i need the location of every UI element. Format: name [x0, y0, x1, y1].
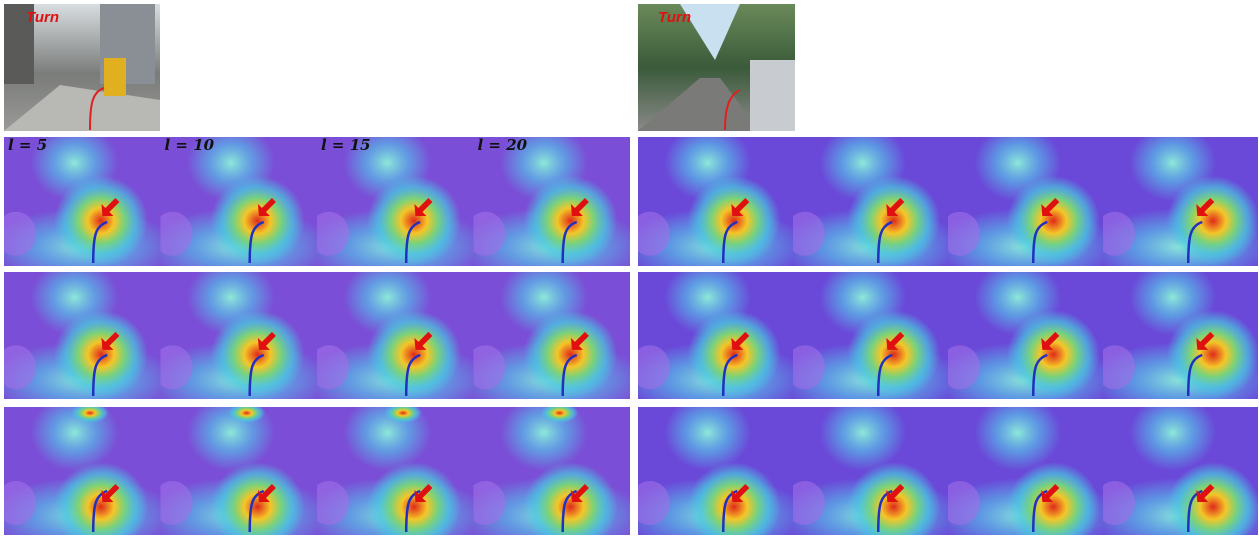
- heat-blob: [524, 310, 618, 399]
- heat-blob: [541, 403, 579, 423]
- heat-blob: [688, 176, 781, 266]
- turn-label: Turn: [658, 9, 691, 26]
- heatmap-tile: [778, 394, 964, 536]
- layer-label: l = 20: [478, 136, 528, 154]
- left-photo: Turn: [4, 4, 160, 131]
- cool-blob: [664, 394, 751, 471]
- heat-blob: [1007, 310, 1100, 399]
- cool-blob: [187, 394, 275, 471]
- heatmap-tile: [145, 394, 333, 536]
- heatmap-tile: [0, 259, 176, 418]
- turn-label: Turn: [26, 9, 59, 26]
- heat-blob: [367, 310, 461, 399]
- heat-blob: [211, 176, 305, 266]
- heat-blob: [847, 176, 940, 266]
- heat-blob: [847, 310, 940, 399]
- heatmap-grid: l = 5 l = 10 l = 15 l = 20: [0, 124, 1259, 536]
- heatmap-tile: [0, 394, 176, 536]
- cool-blob: [500, 394, 588, 471]
- heat-blob: [211, 310, 305, 399]
- heat-blob: [1167, 176, 1259, 266]
- heat-blob: [71, 403, 109, 423]
- heat-blob: [384, 403, 422, 423]
- layer-label: l = 10: [165, 136, 215, 154]
- heatmap-tile: [623, 259, 809, 418]
- cool-blob: [31, 394, 119, 471]
- cool-blob: [819, 394, 906, 471]
- car-shape: [630, 345, 670, 389]
- heatmap-tile: [1088, 124, 1259, 285]
- car-shape: [630, 481, 670, 525]
- cool-blob: [344, 394, 432, 471]
- right-photo: Turn: [638, 4, 795, 131]
- heatmap-tile: [623, 124, 809, 285]
- heatmap-tile: [933, 394, 1119, 536]
- heatmap-tile: [458, 259, 646, 418]
- heat-blob: [1007, 176, 1100, 266]
- heatmap-tile: [1088, 394, 1259, 536]
- cool-blob: [1129, 394, 1216, 471]
- layer-label: l = 15: [321, 136, 371, 154]
- heatmap-tile: [1088, 259, 1259, 418]
- figure: Turn Turn l = 5 l = 10 l = 15 l = 20: [0, 0, 1259, 536]
- heatmap-tile: [778, 124, 964, 285]
- heat-blob: [54, 176, 148, 266]
- heat-blob: [54, 310, 148, 399]
- heatmap-tile: [458, 394, 646, 536]
- heat-blob: [367, 176, 461, 266]
- heatmap-tile: [623, 394, 809, 536]
- heatmap-tile: [933, 259, 1119, 418]
- heatmap-tile: [145, 259, 333, 418]
- car-shape: [630, 212, 670, 256]
- heat-blob: [524, 176, 618, 266]
- cool-blob: [974, 394, 1061, 471]
- heatmap-tile: [778, 259, 964, 418]
- heatmap-tile: [301, 394, 489, 536]
- heatmap-tile: [301, 259, 489, 418]
- heat-blob: [228, 403, 266, 423]
- heat-blob: [688, 310, 781, 399]
- layer-label: l = 5: [8, 136, 47, 154]
- heatmap-tile: [933, 124, 1119, 285]
- heat-blob: [1167, 310, 1259, 399]
